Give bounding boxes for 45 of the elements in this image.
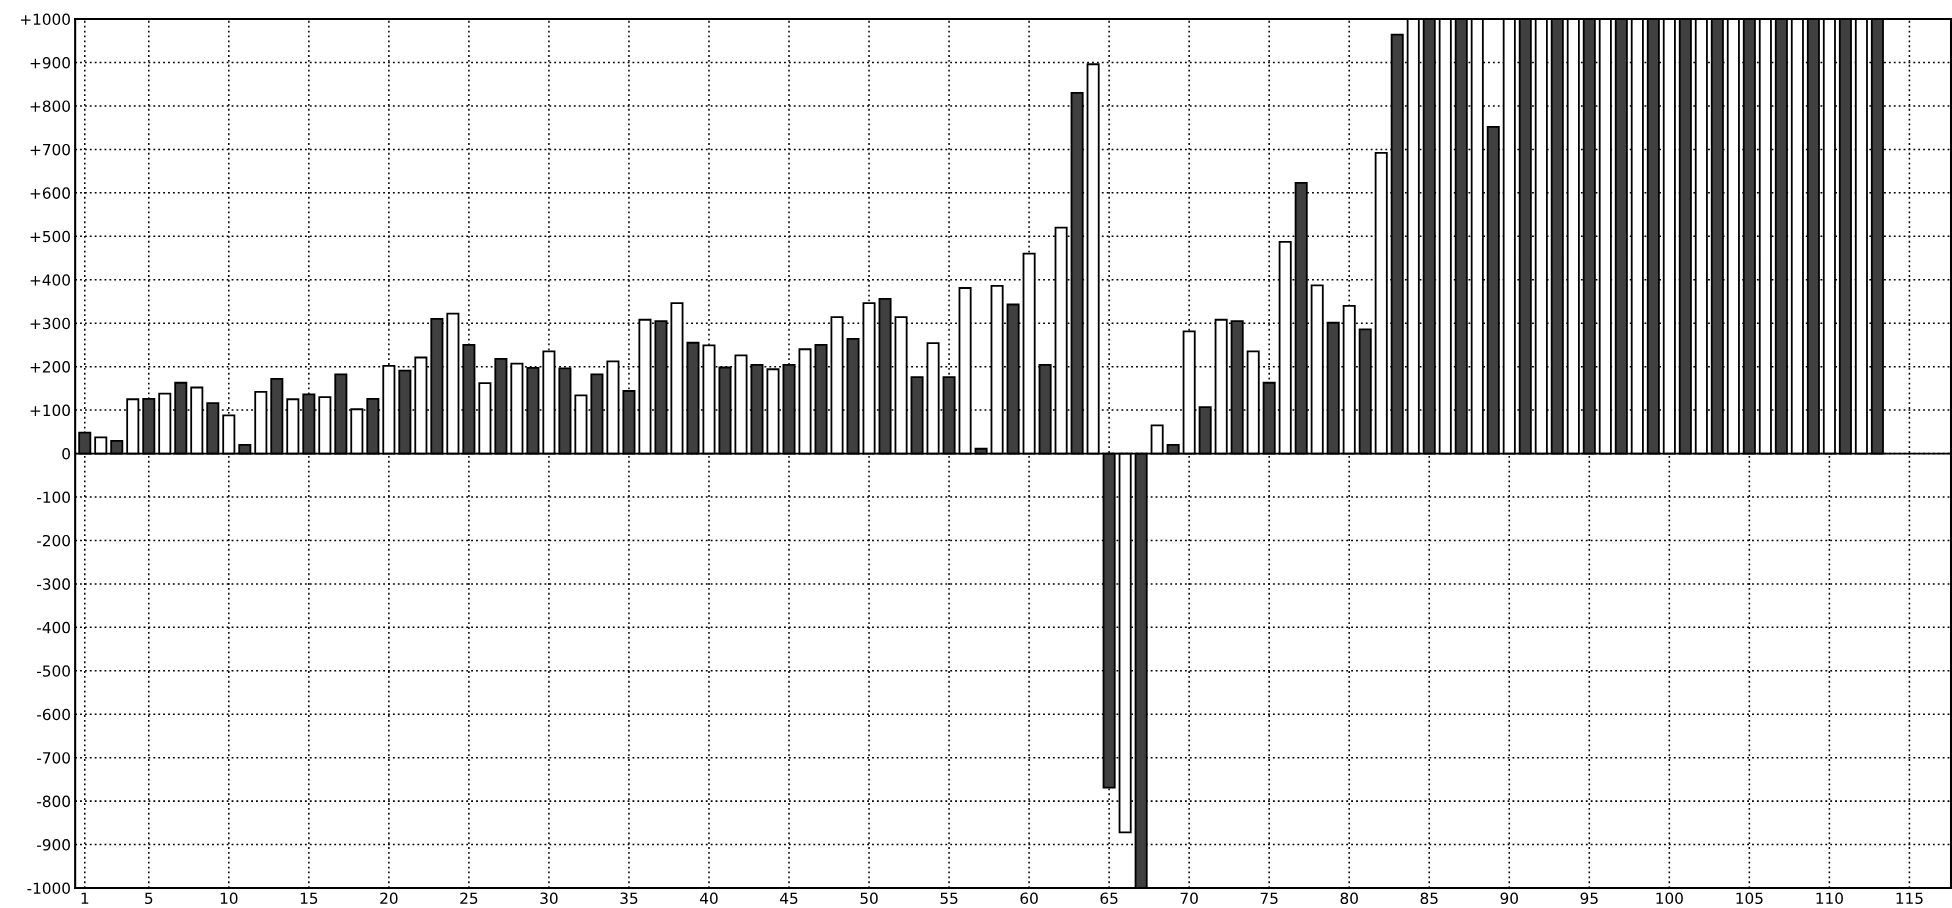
y-tick-label: -100 — [37, 491, 70, 504]
x-tick-label: 55 — [940, 892, 958, 905]
x-tick-label: 40 — [700, 892, 718, 905]
y-tick-label: -1000 — [27, 882, 70, 895]
x-tick-label: 45 — [780, 892, 798, 905]
x-tick-label: 65 — [1100, 892, 1118, 905]
x-tick-label: 20 — [380, 892, 398, 905]
x-tick-label: 115 — [1896, 892, 1923, 905]
x-tick-label: 85 — [1420, 892, 1438, 905]
y-tick-label: +500 — [30, 230, 70, 243]
x-tick-label: 105 — [1736, 892, 1763, 905]
x-tick-label: 35 — [620, 892, 638, 905]
x-tick-label: 95 — [1580, 892, 1598, 905]
x-tick-label: 10 — [220, 892, 238, 905]
x-tick-label: 80 — [1340, 892, 1358, 905]
y-tick-label: +900 — [30, 56, 70, 69]
y-tick-label: +1000 — [20, 13, 70, 26]
x-tick-label: 1 — [81, 892, 89, 904]
x-tick-label: 50 — [860, 892, 878, 905]
y-tick-label: 0 — [62, 448, 70, 460]
y-tick-label: -500 — [37, 665, 70, 677]
y-tick-label: -400 — [37, 621, 70, 634]
y-tick-label: -600 — [37, 708, 70, 721]
y-tick-label: -900 — [37, 839, 70, 851]
x-tick-label: 70 — [1180, 892, 1198, 905]
x-tick-label: 15 — [300, 892, 318, 905]
x-tick-label: 60 — [1020, 892, 1038, 905]
x-tick-label: 25 — [460, 892, 478, 905]
x-tick-label: 30 — [540, 892, 558, 905]
x-tick-label: 5 — [145, 892, 153, 905]
x-tick-label: 110 — [1816, 892, 1843, 905]
x-tick-label: 75 — [1260, 892, 1278, 905]
y-tick-label: +800 — [30, 100, 70, 112]
y-tick-label: -700 — [37, 752, 70, 764]
y-tick-label: +100 — [30, 404, 70, 417]
y-tick-label: -200 — [37, 534, 70, 547]
y-tick-label: +400 — [30, 274, 70, 286]
y-tick-label: -300 — [37, 578, 70, 590]
x-tick-label: 90 — [1500, 892, 1518, 905]
x-tick-label: 100 — [1656, 892, 1683, 905]
y-tick-label: +300 — [30, 317, 70, 330]
y-tick-label: +600 — [30, 187, 70, 199]
y-tick-label: +200 — [30, 361, 70, 373]
y-tick-label: -800 — [37, 795, 70, 808]
y-tick-label: +700 — [30, 143, 70, 156]
